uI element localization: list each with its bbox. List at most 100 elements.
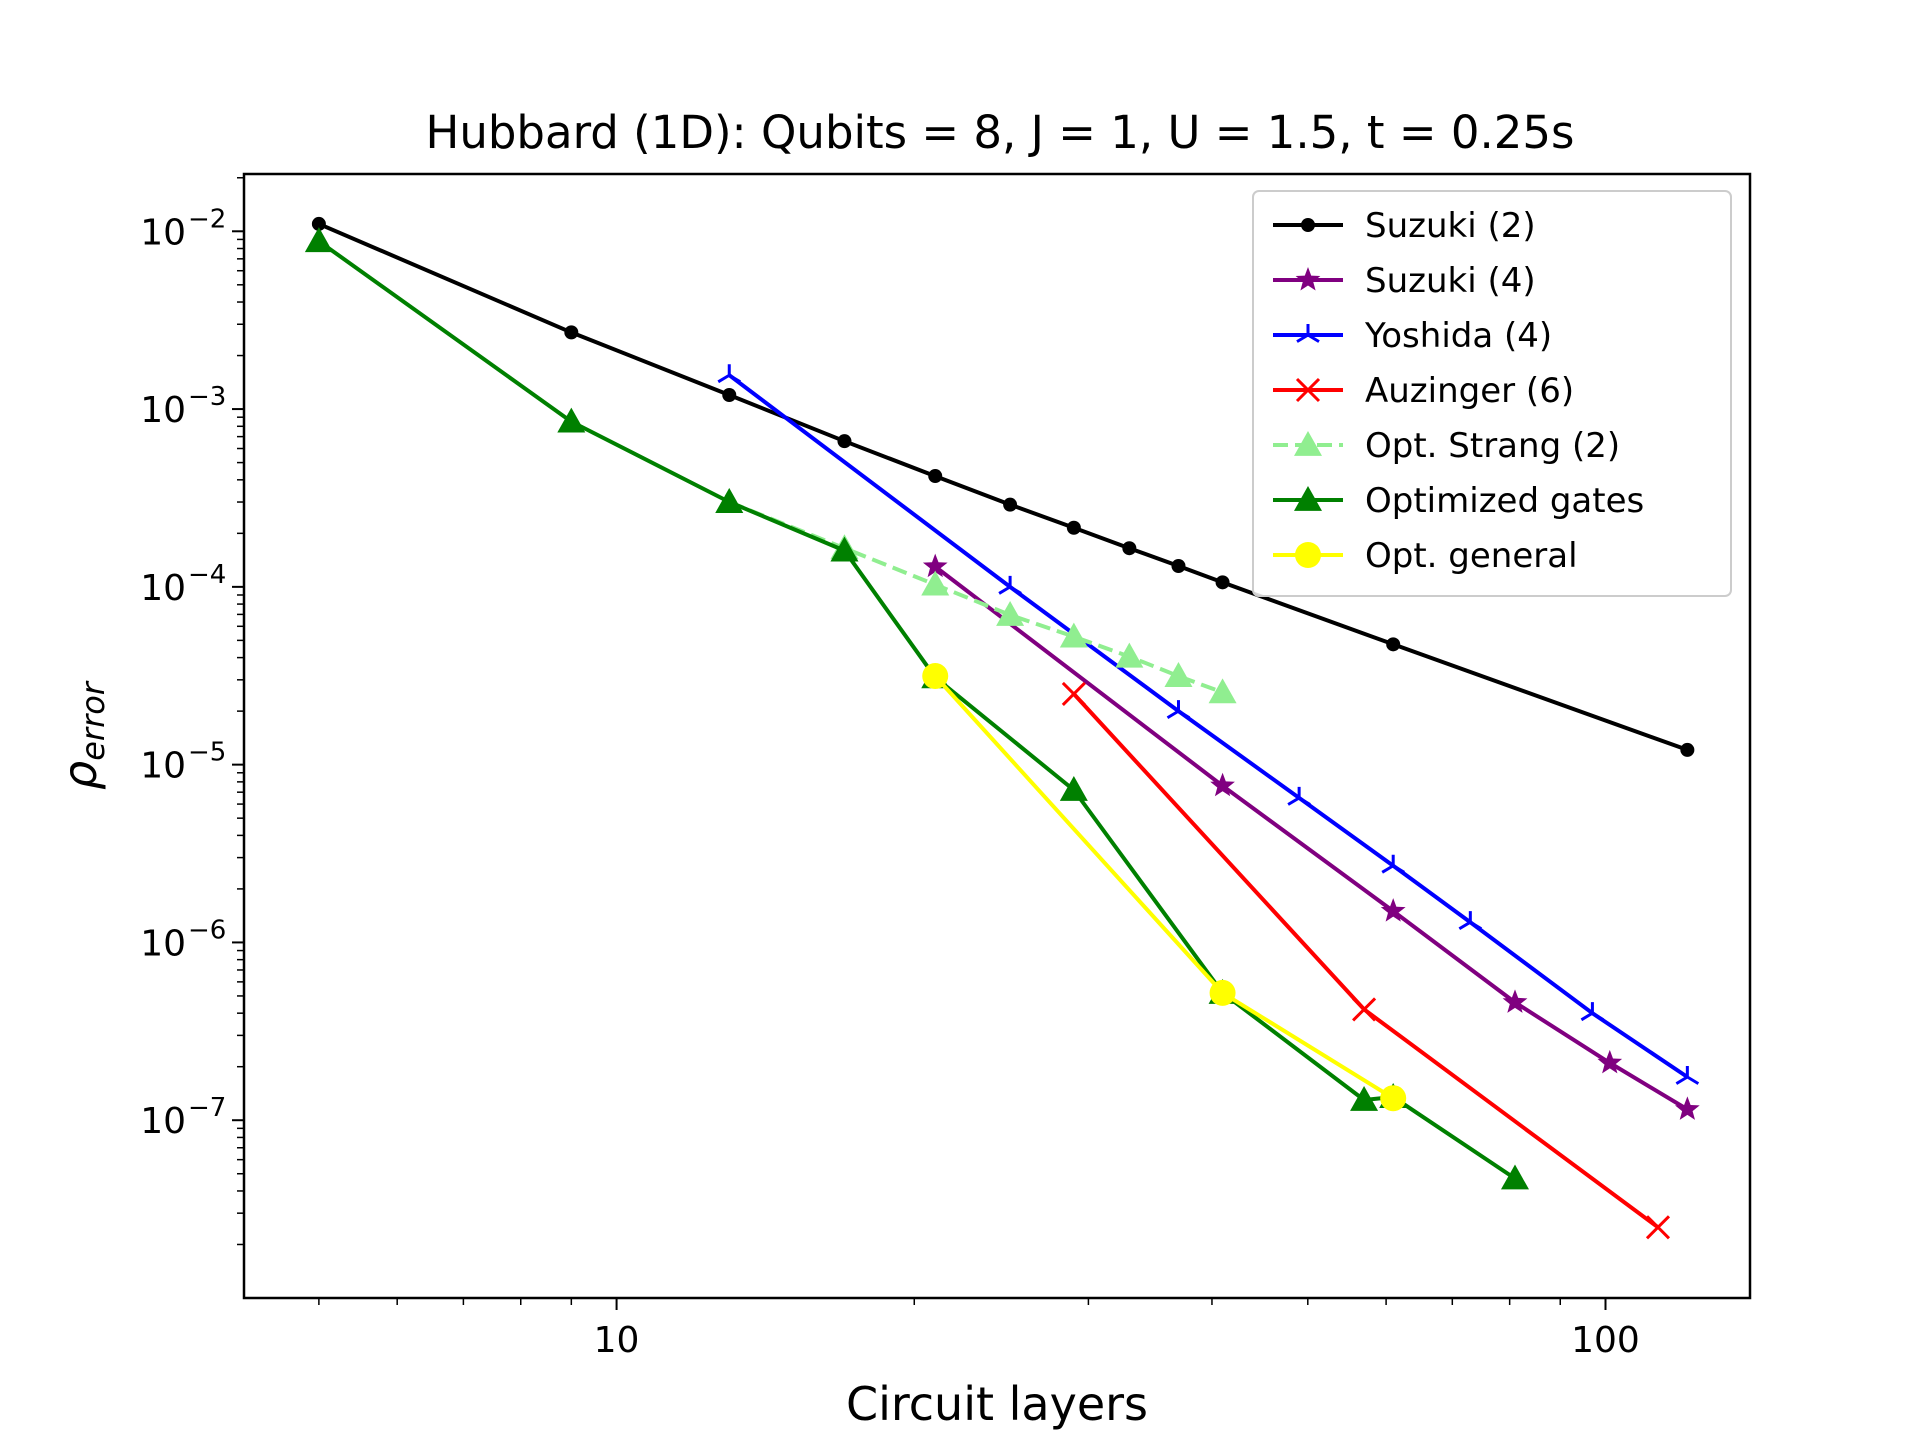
data-point-opt-strang-2 <box>1115 642 1144 668</box>
series-line-opt-strang-2 <box>728 500 1224 695</box>
data-point-suzuki-4 <box>1675 1096 1700 1120</box>
data-point-opt-strang-2 <box>1208 678 1237 704</box>
data-point-optimized-gates <box>830 536 859 562</box>
legend-label-optimized-gates: Optimized gates <box>1365 481 1644 521</box>
data-point-yoshida-4 <box>1381 854 1405 874</box>
data-point-suzuki-4 <box>1502 989 1528 1013</box>
legend-marker-suzuki-2 <box>1301 218 1315 232</box>
data-point-yoshida-4 <box>1675 1066 1700 1085</box>
y-tick-exponent: −4 <box>188 560 226 590</box>
legend-marker-suzuki-4 <box>1295 267 1321 291</box>
y-axis-label-symbol: ρ <box>53 761 107 790</box>
y-tick-base: 10 <box>140 923 186 964</box>
data-point-optimized-gates <box>1500 1164 1529 1190</box>
y-tick-exponent: −3 <box>188 382 226 412</box>
data-point-opt-strang-2 <box>1059 622 1088 648</box>
legend-label-opt-general: Opt. general <box>1365 536 1578 576</box>
data-point-opt-strang-2 <box>921 570 950 596</box>
data-point-suzuki-2 <box>928 469 943 484</box>
y-tick-exponent: −5 <box>188 738 226 768</box>
chart-title: Hubbard (1D): Qubits = 8, J = 1, U = 1.5… <box>426 106 1575 159</box>
legend-item-suzuki-4: Suzuki (4) <box>1273 261 1536 301</box>
legend-label-suzuki-4: Suzuki (4) <box>1365 261 1536 301</box>
data-point-suzuki-2 <box>1680 742 1695 757</box>
legend-marker-opt-general <box>1295 542 1321 568</box>
y-tick-label: 10 <box>140 1101 186 1142</box>
x-tick-label: 100 <box>1571 1320 1640 1361</box>
y-tick-base: 10 <box>140 568 186 609</box>
data-point-suzuki-4 <box>922 553 948 578</box>
legend-box <box>1252 190 1732 597</box>
legend-marker-yoshida-4 <box>1296 324 1320 343</box>
series-line-suzuki-4 <box>933 565 1689 1112</box>
data-point-suzuki-2 <box>1122 541 1137 556</box>
legend-marker-auzinger-6 <box>1295 377 1321 403</box>
data-point-opt-strang-2 <box>1164 662 1193 687</box>
data-point-suzuki-4 <box>1210 772 1235 797</box>
y-axis-label: ρerror <box>53 680 112 790</box>
data-point-optimized-gates <box>1350 1085 1379 1111</box>
y-tick-base: 10 <box>140 390 186 431</box>
legend-label-auzinger-6: Auzinger (6) <box>1365 371 1574 411</box>
plot-series <box>304 216 1700 1240</box>
y-tick-exponent: −7 <box>188 1093 226 1123</box>
y-tick-label: 10 <box>140 923 186 964</box>
y-tick-label: 10 <box>140 568 186 609</box>
data-point-yoshida-4 <box>998 575 1022 595</box>
legend-item-optimized-gates: Optimized gates <box>1273 481 1644 521</box>
data-point-yoshida-4 <box>717 364 742 384</box>
series-yoshida-4 <box>717 364 1700 1085</box>
data-point-suzuki-2 <box>837 434 852 449</box>
legend-marker-optimized-gates <box>1294 486 1322 511</box>
data-point-optimized-gates <box>304 227 333 253</box>
data-point-optimized-gates <box>557 407 586 433</box>
series-line-optimized-gates <box>317 239 1517 1181</box>
y-tick-base: 10 <box>140 212 186 253</box>
y-tick-base: 10 <box>140 1101 186 1142</box>
series-auzinger-6 <box>1061 681 1671 1240</box>
data-point-auzinger-6 <box>1645 1215 1671 1240</box>
data-point-suzuki-2 <box>1003 497 1018 512</box>
data-point-yoshida-4 <box>1287 786 1311 806</box>
legend-label-opt-strang-2: Opt. Strang (2) <box>1365 426 1620 466</box>
data-point-auzinger-6 <box>1352 997 1377 1022</box>
data-point-suzuki-4 <box>1380 898 1406 922</box>
series-opt-general <box>922 663 1407 1112</box>
data-point-suzuki-2 <box>311 216 326 231</box>
data-point-yoshida-4 <box>1580 1002 1605 1022</box>
plot-frame <box>242 172 1752 1300</box>
legend-label-yoshida-4: Yoshida (4) <box>1364 316 1552 356</box>
x-axis-label: Circuit layers <box>846 1377 1148 1431</box>
y-tick-label: 10 <box>140 746 186 787</box>
data-point-opt-general <box>922 663 949 690</box>
series-suzuki-2 <box>311 216 1695 757</box>
y-tick-label: 10 <box>140 212 186 253</box>
legend-item-opt-general: Opt. general <box>1273 536 1578 576</box>
data-point-opt-general <box>1209 979 1236 1006</box>
data-point-opt-strang-2 <box>996 600 1025 626</box>
data-point-suzuki-2 <box>1386 637 1401 652</box>
data-point-optimized-gates <box>1059 776 1088 801</box>
legend-marker-opt-strang-2 <box>1294 431 1322 456</box>
data-point-suzuki-2 <box>1066 520 1081 535</box>
y-tick-exponent: −6 <box>188 915 226 945</box>
legend: Suzuki (2) Suzuki (4) Yoshida (4) Auzinger … <box>1252 190 1732 597</box>
data-point-auzinger-6 <box>1061 681 1086 706</box>
y-tick-base: 10 <box>140 746 186 787</box>
data-point-suzuki-2 <box>1171 559 1186 574</box>
series-line-suzuki-2 <box>318 222 1689 752</box>
data-point-suzuki-2 <box>1215 575 1230 590</box>
legend-item-auzinger-6: Auzinger (6) <box>1273 371 1574 411</box>
legend-item-suzuki-2: Suzuki (2) <box>1273 206 1536 246</box>
x-tick-label: 10 <box>594 1320 640 1361</box>
data-point-yoshida-4 <box>1458 911 1483 931</box>
data-point-suzuki-4 <box>1597 1049 1623 1074</box>
legend-item-yoshida-4: Yoshida (4) <box>1273 316 1552 356</box>
data-point-suzuki-2 <box>722 387 737 402</box>
data-point-yoshida-4 <box>1166 700 1191 720</box>
legend-label-suzuki-2: Suzuki (2) <box>1365 206 1536 246</box>
data-point-opt-general <box>1380 1085 1407 1112</box>
y-tick-label: 10 <box>140 390 186 431</box>
